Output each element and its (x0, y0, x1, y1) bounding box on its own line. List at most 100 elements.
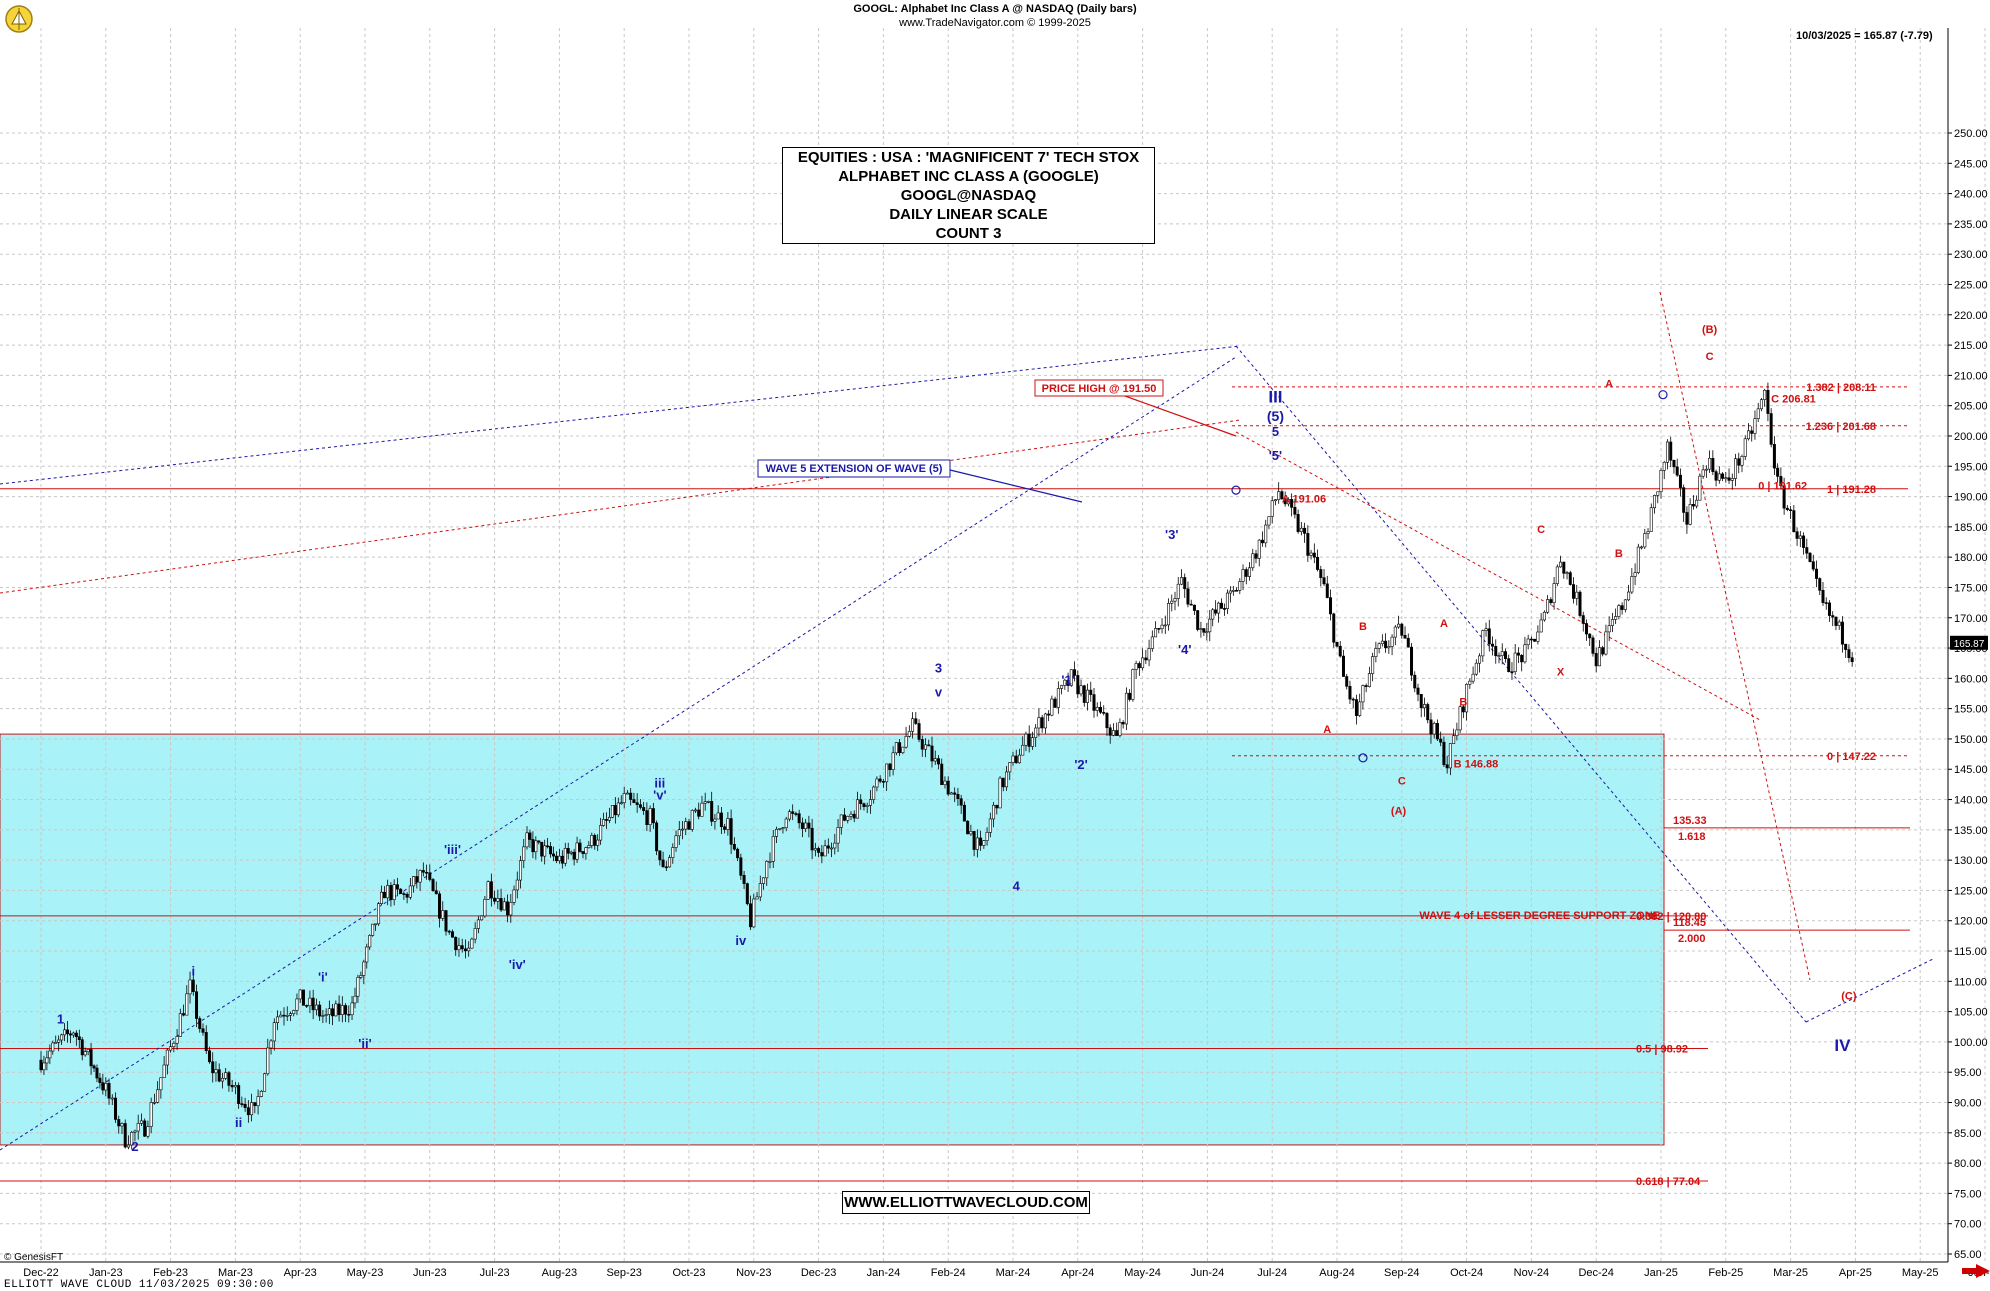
x-tick-label: Mar-25 (1773, 1267, 1808, 1279)
candle-body (975, 837, 979, 850)
candle-body (298, 989, 302, 1000)
wave-label-red: B (1459, 697, 1467, 709)
candle-body (104, 1083, 108, 1091)
candle-body (1678, 474, 1682, 488)
candle-body (1241, 569, 1245, 582)
candle-body (914, 718, 918, 724)
candle-body (687, 821, 691, 830)
candle-body (80, 1039, 84, 1056)
candle-body (736, 848, 740, 859)
candle-body (956, 794, 960, 799)
candle-body (703, 801, 707, 804)
y-tick-label: 115.00 (1954, 946, 1987, 958)
candle-body (434, 890, 438, 895)
candle-body (362, 961, 366, 976)
candle-body (356, 977, 360, 997)
x-tick-label: Feb-25 (1708, 1267, 1743, 1279)
wave-label-red: C (1537, 524, 1545, 536)
candle-body (1290, 499, 1294, 508)
candle-body (875, 778, 879, 788)
candle-body (1763, 389, 1767, 400)
candle-body (933, 758, 937, 762)
candle-body (195, 991, 199, 1019)
candle-body (285, 1015, 289, 1017)
candle-body (114, 1097, 118, 1120)
candle-body (1753, 418, 1757, 434)
candle-body (1397, 623, 1401, 628)
wave-label-blue: '2' (1074, 757, 1087, 772)
candle-body (1601, 647, 1605, 655)
candle-body (1160, 624, 1164, 629)
candle-body (1111, 730, 1115, 736)
candle-body (774, 828, 778, 837)
candle-body (1620, 605, 1624, 610)
candle-body (1769, 413, 1773, 445)
candle-body (476, 919, 480, 929)
candle-body (1533, 638, 1537, 642)
candle-body (1008, 762, 1012, 773)
pivot-marker (1658, 390, 1668, 400)
candle-body (1617, 605, 1621, 617)
y-tick-label: 155.00 (1954, 704, 1988, 716)
x-tick-label: Jan-25 (1644, 1267, 1678, 1279)
candle-body (907, 731, 911, 737)
candle-body (540, 841, 544, 857)
y-tick-label: 185.00 (1954, 522, 1988, 534)
candle-body (995, 804, 999, 809)
candle-body (327, 1008, 331, 1015)
candle-body (758, 883, 762, 898)
candle-body (846, 816, 850, 821)
candle-body (771, 836, 775, 862)
candle-body (833, 842, 837, 849)
y-tick-label: 125.00 (1954, 885, 1988, 897)
candle-body (590, 835, 594, 846)
candle-body (169, 1046, 173, 1051)
candle-body (188, 979, 192, 995)
candle-body (506, 901, 510, 916)
candle-body (51, 1042, 55, 1052)
last-price-tag (1950, 635, 1988, 650)
candle-body (159, 1077, 163, 1091)
candle-body (1795, 531, 1799, 539)
candle-body (382, 891, 386, 899)
candle-body (642, 807, 646, 811)
candle-body (1831, 615, 1835, 618)
candle-body (1740, 456, 1744, 466)
candle-body (762, 877, 766, 884)
candle-body (371, 923, 375, 936)
candle-body (1500, 651, 1504, 656)
candle-body (243, 1103, 247, 1108)
candle-body (1844, 643, 1848, 650)
wave-label-blue: iii (654, 775, 665, 790)
candle-body (240, 1103, 244, 1105)
candle-body (940, 763, 944, 786)
candle-body (823, 845, 827, 857)
candle-body (901, 746, 905, 754)
wave-label-red: C (1398, 775, 1406, 787)
candle-body (635, 802, 639, 805)
candle-body (1098, 706, 1102, 713)
y-tick-label: 210.00 (1954, 370, 1988, 382)
candle-body (1137, 663, 1141, 669)
x-tick-label: Mar-24 (996, 1267, 1031, 1279)
candle-body (1348, 686, 1352, 700)
x-tick-label: Apr-25 (1839, 1267, 1872, 1279)
candle-body (1837, 621, 1841, 626)
candle-body (677, 829, 681, 837)
candle-body (1516, 652, 1520, 656)
candle-body (480, 915, 484, 921)
candle-body (95, 1067, 99, 1079)
candle-body (460, 945, 464, 950)
candle-body (250, 1102, 254, 1116)
candle-body (1523, 644, 1527, 663)
candle-body (1481, 630, 1485, 657)
wave-label-blue: 'v' (653, 788, 666, 803)
candle-body (1426, 704, 1430, 721)
wave-label-blue: ii (235, 1115, 242, 1130)
candle-body (966, 820, 970, 835)
candle-body (1815, 568, 1819, 579)
candle-body (1060, 685, 1064, 689)
candle-body (288, 1013, 292, 1016)
candle-body (1131, 669, 1135, 700)
